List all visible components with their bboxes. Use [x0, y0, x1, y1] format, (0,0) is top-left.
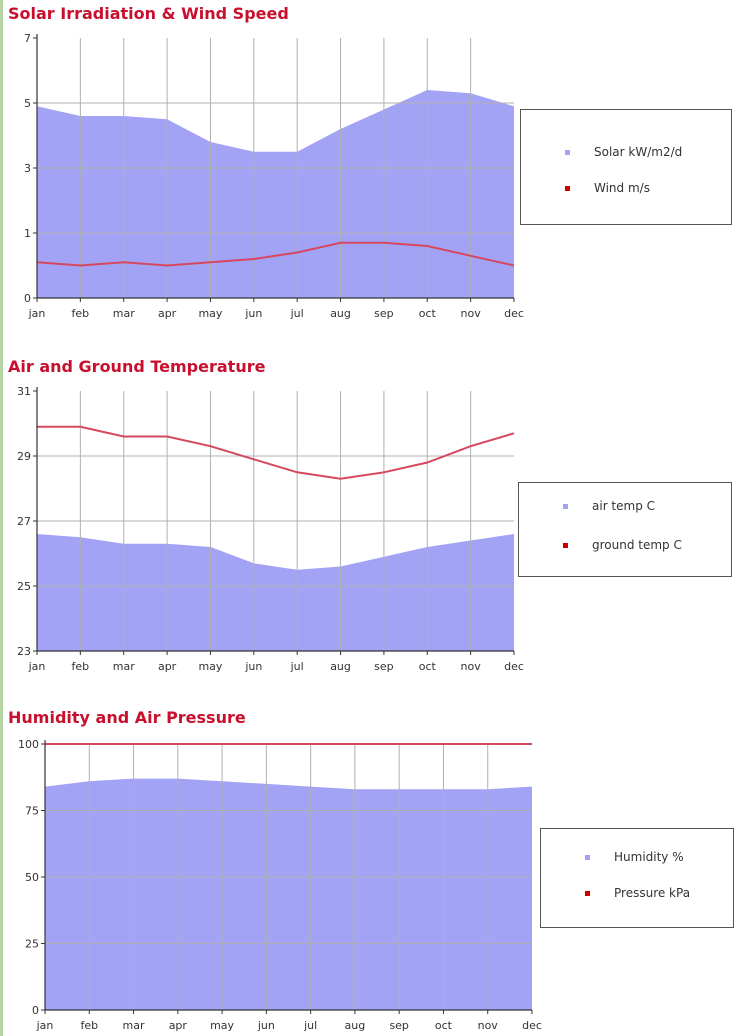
legend-swatch-line	[563, 542, 568, 548]
legend-label: Wind m/s	[594, 181, 650, 195]
x-tick-label: jan	[28, 307, 46, 320]
x-tick-label: sep	[374, 307, 393, 320]
x-tick-label: nov	[461, 307, 482, 320]
x-tick-label: apr	[169, 1019, 188, 1032]
chart-legend: Humidity % Pressure kPa	[540, 828, 734, 928]
series-area	[37, 534, 514, 651]
y-tick-label: 0	[32, 1004, 39, 1017]
x-tick-label: feb	[80, 1019, 98, 1032]
y-tick-label: 5	[24, 97, 31, 110]
x-tick-label: jun	[257, 1019, 275, 1032]
series-area	[45, 778, 532, 1010]
x-tick-label: nov	[461, 660, 482, 673]
y-tick-label: 29	[17, 450, 31, 463]
x-tick-label: apr	[158, 307, 177, 320]
y-tick-label: 75	[25, 805, 39, 818]
x-tick-label: jan	[28, 660, 46, 673]
chart-title: Solar Irradiation & Wind Speed	[8, 4, 289, 23]
x-tick-label: aug	[330, 307, 351, 320]
x-tick-label: dec	[522, 1019, 542, 1032]
x-tick-label: oct	[419, 660, 437, 673]
chart-plot: 23 25 27 29 31 jan feb mar apr may jun jul aug sep oct…	[17, 385, 524, 673]
series-line	[37, 425, 515, 480]
legend-swatch-line	[565, 185, 570, 191]
x-tick-label: aug	[345, 1019, 366, 1032]
legend-swatch-line	[585, 890, 590, 896]
legend-label: Solar kW/m2/d	[594, 145, 683, 159]
series-area	[37, 90, 514, 298]
chart-legend: Solar kW/m2/d Wind m/s	[520, 109, 732, 225]
legend-swatch-area	[565, 149, 570, 155]
y-tick-label: 3	[24, 162, 31, 175]
series-line	[36, 241, 515, 267]
legend-label: Pressure kPa	[614, 886, 691, 900]
legend-item: Wind m/s	[521, 178, 731, 198]
x-tick-label: may	[198, 660, 222, 673]
x-tick-label: jul	[290, 660, 304, 673]
x-tick-label: nov	[478, 1019, 499, 1032]
chart-title: Humidity and Air Pressure	[8, 708, 246, 727]
x-tick-label: jun	[244, 307, 262, 320]
x-tick-label: dec	[504, 660, 524, 673]
legend-swatch-area	[585, 854, 590, 860]
y-tick-label: 25	[17, 580, 31, 593]
legend-label: air temp C	[592, 499, 656, 513]
x-tick-label: jun	[244, 660, 262, 673]
x-tick-label: oct	[419, 307, 437, 320]
legend-item: Humidity %	[541, 847, 733, 867]
x-tick-label: feb	[72, 307, 90, 320]
legend-item: Solar kW/m2/d	[521, 142, 731, 162]
y-tick-label: 100	[18, 738, 39, 751]
x-tick-label: sep	[389, 1019, 408, 1032]
x-tick-label: oct	[435, 1019, 453, 1032]
y-tick-label: 27	[17, 515, 31, 528]
legend-label: ground temp C	[592, 538, 682, 552]
legend-item: air temp C	[519, 496, 731, 516]
legend-item: ground temp C	[519, 535, 731, 555]
chart-plot: 0 25 50 75 100 jan feb mar apr may jun jul aug sep oct…	[18, 738, 542, 1032]
legend-label: Humidity %	[614, 850, 684, 864]
x-tick-label: feb	[72, 660, 90, 673]
chart-plot: 0 1 3 5 7 jan feb mar apr may jun jul aug sep oct nov de…	[24, 32, 524, 320]
chart-title: Air and Ground Temperature	[8, 357, 266, 376]
x-tick-label: mar	[113, 660, 135, 673]
legend-swatch-area	[563, 503, 568, 509]
x-tick-label: mar	[123, 1019, 145, 1032]
x-tick-label: dec	[504, 307, 524, 320]
x-tick-label: jul	[303, 1019, 317, 1032]
x-tick-label: aug	[330, 660, 351, 673]
x-tick-label: jan	[36, 1019, 54, 1032]
y-tick-label: 0	[24, 292, 31, 305]
x-tick-label: may	[198, 307, 222, 320]
legend-item: Pressure kPa	[541, 883, 733, 903]
x-tick-label: apr	[158, 660, 177, 673]
x-tick-label: sep	[374, 660, 393, 673]
left-edge-strip	[0, 0, 3, 1036]
y-tick-label: 1	[24, 227, 31, 240]
y-tick-label: 23	[17, 645, 31, 658]
chart-legend: air temp C ground temp C	[518, 482, 732, 577]
y-tick-label: 50	[25, 871, 39, 884]
x-tick-label: may	[210, 1019, 234, 1032]
y-tick-label: 31	[17, 385, 31, 398]
y-tick-label: 25	[25, 938, 39, 951]
x-tick-label: jul	[290, 307, 304, 320]
y-tick-label: 7	[24, 32, 31, 45]
x-tick-label: mar	[113, 307, 135, 320]
